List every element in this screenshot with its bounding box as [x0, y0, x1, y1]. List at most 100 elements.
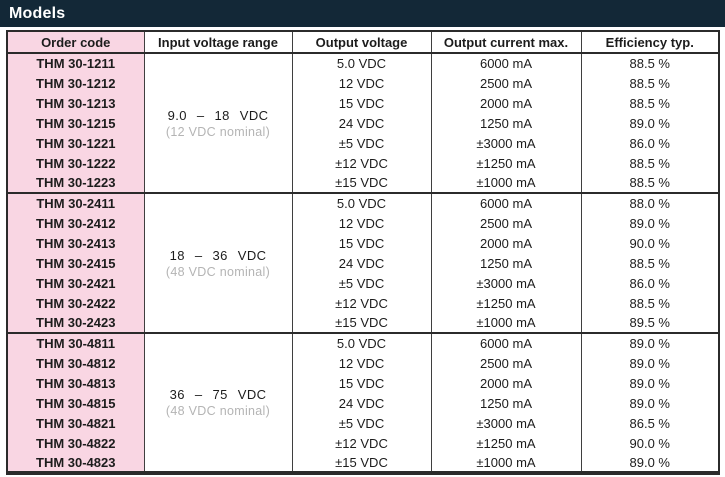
efficiency-cell: 86.5 % [580, 413, 720, 433]
output-voltage-cell: ±15 VDC [291, 453, 432, 473]
table-row: THM 30-4813 15 VDC 2000 mA 89.0 % [6, 373, 720, 393]
efficiency-cell: 89.0 % [580, 453, 720, 473]
output-voltage-cell: 5.0 VDC [291, 333, 432, 353]
model-group-3: THM 30-4811 36 – 75 VDC (48 VDC nominal)… [6, 333, 720, 473]
efficiency-cell: 89.5 % [580, 313, 720, 333]
output-current-cell: 6000 mA [430, 333, 582, 353]
output-voltage-cell: ±15 VDC [291, 313, 432, 333]
output-current-cell: 2500 mA [430, 353, 582, 373]
efficiency-cell: 90.0 % [580, 433, 720, 453]
order-code-cell: THM 30-2421 [6, 273, 145, 293]
order-code-cell: THM 30-4821 [6, 413, 145, 433]
efficiency-cell: 88.5 % [580, 173, 720, 193]
header-input-voltage-range: Input voltage range [143, 31, 293, 54]
order-code-cell: THM 30-2412 [6, 213, 145, 233]
efficiency-cell: 89.0 % [580, 373, 720, 393]
order-code-cell: THM 30-1215 [6, 113, 145, 133]
table-row: THM 30-1221 ±5 VDC ±3000 mA 86.0 % [6, 133, 720, 153]
input-voltage-range-cell: 9.0 – 18 VDC (12 VDC nominal) [143, 53, 293, 193]
table-row: THM 30-1213 15 VDC 2000 mA 88.5 % [6, 93, 720, 113]
output-voltage-cell: ±12 VDC [291, 433, 432, 453]
output-voltage-cell: 12 VDC [291, 73, 432, 93]
header-efficiency-typ: Efficiency typ. [580, 31, 720, 54]
table-row: THM 30-4811 36 – 75 VDC (48 VDC nominal)… [6, 333, 720, 473]
table-row: THM 30-4823 ±15 VDC ±1000 mA 89.0 % [6, 453, 720, 473]
output-current-cell: ±1000 mA [430, 173, 582, 193]
output-voltage-cell: ±5 VDC [291, 273, 432, 293]
output-current-cell: 1250 mA [430, 253, 582, 273]
output-current-cell: ±1250 mA [430, 153, 582, 173]
input-range-text: 18 – 36 VDC [169, 247, 267, 263]
table-row: THM 30-1212 12 VDC 2500 mA 88.5 % [6, 73, 720, 93]
order-code-cell: THM 30-2423 [6, 313, 145, 333]
efficiency-cell: 89.0 % [580, 213, 720, 233]
efficiency-cell: 89.0 % [580, 393, 720, 413]
output-voltage-cell: 15 VDC [291, 373, 432, 393]
table-row: THM 30-2423 ±15 VDC ±1000 mA 89.5 % [6, 313, 720, 333]
efficiency-cell: 88.5 % [580, 253, 720, 273]
output-current-cell: ±1250 mA [430, 293, 582, 313]
order-code-cell: THM 30-1213 [6, 93, 145, 113]
table-row: THM 30-2411 18 – 36 VDC (48 VDC nominal)… [6, 193, 720, 333]
output-current-cell: 6000 mA [430, 53, 582, 73]
order-code-cell: THM 30-2422 [6, 293, 145, 313]
table-row: THM 30-4821 ±5 VDC ±3000 mA 86.5 % [6, 413, 720, 433]
table-header: Order code Input voltage range Output vo… [6, 31, 720, 54]
input-voltage-range-cell: 36 – 75 VDC (48 VDC nominal) [143, 333, 293, 473]
input-voltage-range-cell: 18 – 36 VDC (48 VDC nominal) [143, 193, 293, 333]
efficiency-cell: 90.0 % [580, 233, 720, 253]
header-output-voltage: Output voltage [291, 31, 432, 54]
output-voltage-cell: 24 VDC [291, 253, 432, 273]
order-code-cell: THM 30-1221 [6, 133, 145, 153]
input-range-text: 9.0 – 18 VDC [167, 107, 269, 123]
output-current-cell: 2500 mA [430, 73, 582, 93]
table-row: THM 30-2421 ±5 VDC ±3000 mA 86.0 % [6, 273, 720, 293]
output-voltage-cell: ±12 VDC [291, 293, 432, 313]
order-code-cell: THM 30-4813 [6, 373, 145, 393]
output-current-cell: 1250 mA [430, 113, 582, 133]
output-voltage-cell: 15 VDC [291, 233, 432, 253]
efficiency-cell: 88.5 % [580, 153, 720, 173]
table-row: THM 30-4815 24 VDC 1250 mA 89.0 % [6, 393, 720, 413]
section-title: Models [9, 4, 66, 22]
output-current-cell: ±1000 mA [430, 313, 582, 333]
output-voltage-cell: ±12 VDC [291, 153, 432, 173]
table-row: THM 30-4822 ±12 VDC ±1250 mA 90.0 % [6, 433, 720, 453]
input-nominal-text: (12 VDC nominal) [165, 124, 271, 139]
output-current-cell: 1250 mA [430, 393, 582, 413]
order-code-cell: THM 30-1212 [6, 73, 145, 93]
efficiency-cell: 88.5 % [580, 293, 720, 313]
efficiency-cell: 89.0 % [580, 353, 720, 373]
output-voltage-cell: ±5 VDC [291, 133, 432, 153]
output-voltage-cell: ±5 VDC [291, 413, 432, 433]
output-current-cell: ±1250 mA [430, 433, 582, 453]
input-nominal-text: (48 VDC nominal) [165, 264, 271, 279]
input-range-text: 36 – 75 VDC [169, 387, 267, 402]
output-current-cell: 6000 mA [430, 193, 582, 213]
order-code-cell: THM 30-1223 [6, 173, 145, 193]
efficiency-cell: 88.5 % [580, 73, 720, 93]
models-table: Order code Input voltage range Output vo… [6, 30, 720, 475]
model-group-2: THM 30-2411 18 – 36 VDC (48 VDC nominal)… [6, 193, 720, 333]
output-current-cell: ±3000 mA [430, 413, 582, 433]
header-order-code: Order code [6, 31, 145, 54]
table-row: THM 30-2413 15 VDC 2000 mA 90.0 % [6, 233, 720, 253]
table-row: THM 30-1211 9.0 – 18 VDC (12 VDC nominal… [6, 53, 720, 193]
output-current-cell: ±3000 mA [430, 273, 582, 293]
output-voltage-cell: ±15 VDC [291, 173, 432, 193]
efficiency-cell: 86.0 % [580, 133, 720, 153]
output-voltage-cell: 12 VDC [291, 213, 432, 233]
order-code-cell: THM 30-1211 [6, 53, 145, 73]
efficiency-cell: 88.0 % [580, 193, 720, 213]
order-code-cell: THM 30-4812 [6, 353, 145, 373]
efficiency-cell: 88.5 % [580, 53, 720, 73]
output-voltage-cell: 15 VDC [291, 93, 432, 113]
output-voltage-cell: 5.0 VDC [291, 53, 432, 73]
efficiency-cell: 89.0 % [580, 113, 720, 133]
order-code-cell: THM 30-4822 [6, 433, 145, 453]
table-row: THM 30-2412 12 VDC 2500 mA 89.0 % [6, 213, 720, 233]
output-voltage-cell: 12 VDC [291, 353, 432, 373]
efficiency-cell: 89.0 % [580, 333, 720, 353]
order-code-cell: THM 30-1222 [6, 153, 145, 173]
